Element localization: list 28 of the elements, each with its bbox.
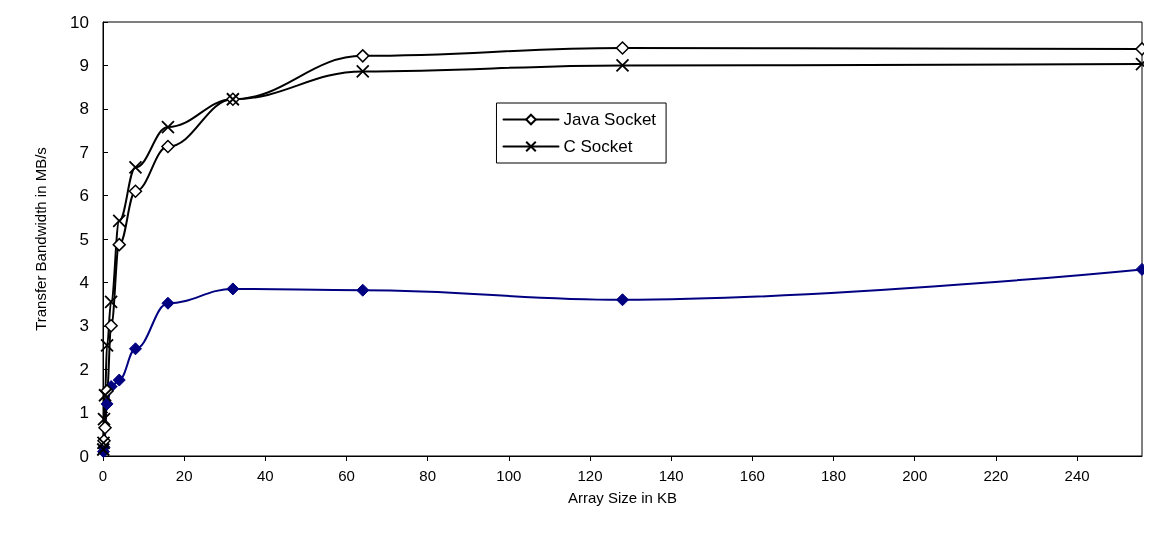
x-tick-label: 220	[983, 467, 1009, 484]
y-tick-label: 4	[79, 272, 89, 292]
x-tick-label: 180	[821, 467, 847, 484]
y-tick-label: 6	[79, 186, 89, 206]
y-tick-label: 2	[79, 359, 89, 379]
x-tick-label: 140	[658, 467, 684, 484]
x-tick-label: 200	[902, 467, 928, 484]
x-tick-label: 0	[98, 467, 108, 484]
y-tick-label: 3	[79, 316, 89, 336]
y-tick-label: 7	[79, 142, 89, 162]
y-tick-label: 5	[79, 229, 89, 249]
x-tick-label: 80	[419, 467, 437, 484]
legend-label: C Socket	[563, 137, 633, 156]
y-tick-label: 8	[79, 99, 89, 119]
x-tick-label: 20	[175, 467, 193, 484]
x-tick-label: 100	[496, 467, 522, 484]
y-tick-label: 1	[79, 403, 89, 423]
legend-label: Java Socket	[563, 110, 657, 129]
y-tick-label: 0	[79, 446, 89, 466]
y-tick-label: 10	[70, 12, 89, 32]
x-tick-label: 40	[257, 467, 274, 484]
x-tick-label: 120	[577, 467, 603, 484]
x-tick-label: 60	[338, 467, 355, 484]
x-axis-title: Array Size in KB	[567, 489, 678, 506]
x-tick-label: 240	[1064, 467, 1090, 484]
y-tick-label: 9	[79, 55, 89, 75]
x-tick-label: 160	[739, 467, 765, 484]
y-axis-title: Transfer Bandwidth in MB/s	[32, 147, 49, 331]
